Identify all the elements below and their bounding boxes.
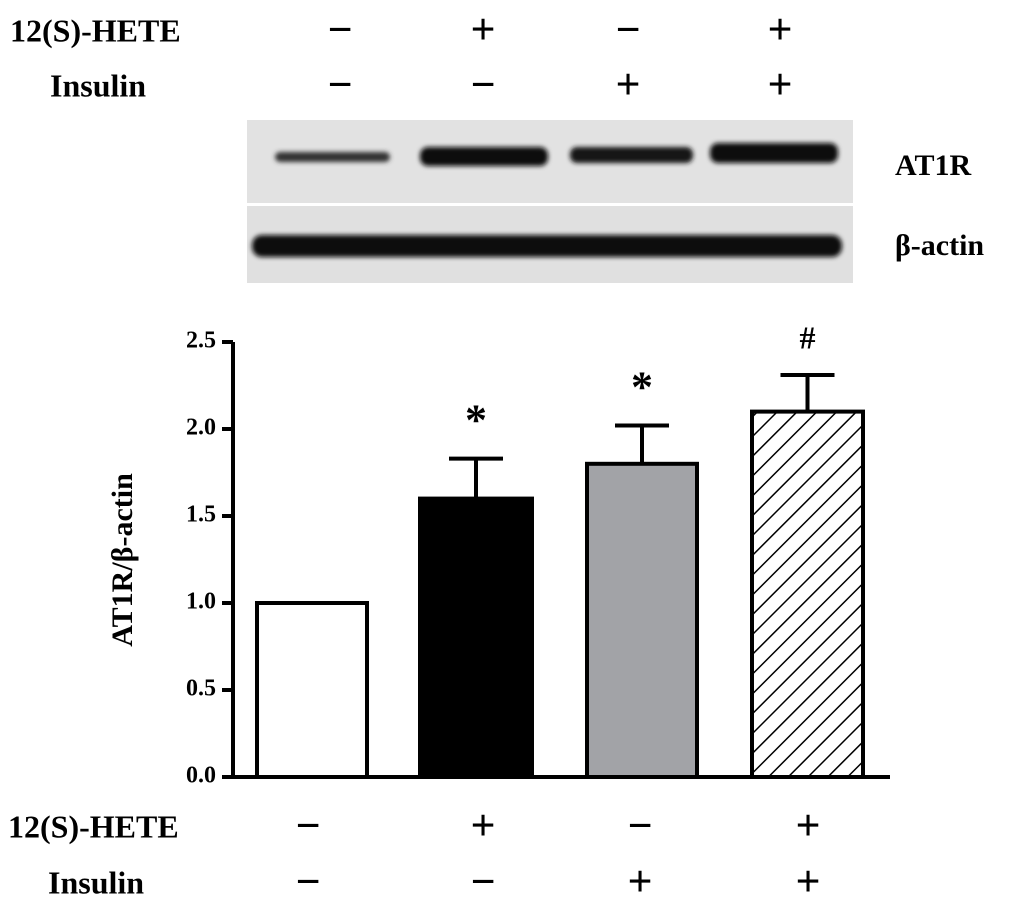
treatment-label: Insulin: [48, 864, 144, 900]
treatment-sign: +: [627, 857, 652, 906]
y-tick-label: 2.0: [186, 415, 216, 441]
treatment-label: 12(S)-HETE: [10, 12, 181, 48]
band: [275, 152, 390, 162]
treatment-sign: +: [795, 857, 820, 906]
treatment-sign: −: [327, 60, 352, 109]
treatment-sign: −: [627, 801, 652, 850]
bar: [418, 496, 534, 779]
error-bar: [449, 456, 503, 499]
significance-mark: *: [465, 396, 487, 445]
y-tick-label: 1.5: [186, 502, 216, 528]
band: [710, 143, 838, 163]
y-tick-label: 0.5: [186, 676, 216, 702]
band-label: AT1R: [895, 149, 971, 182]
treatment-sign: +: [767, 60, 792, 109]
band: [420, 147, 548, 166]
significance-mark: #: [800, 319, 816, 355]
y-axis-label: AT1R/β-actin: [106, 473, 139, 647]
y-tick-label: 1.0: [186, 589, 216, 615]
treatment-sign: −: [470, 857, 495, 906]
band: [252, 235, 842, 257]
treatment-sign: +: [470, 5, 495, 54]
treatment-sign: +: [470, 801, 495, 850]
treatment-sign: +: [615, 60, 640, 109]
y-tick-label: 2.5: [186, 328, 216, 354]
treatment-sign: −: [295, 801, 320, 850]
treatment-sign: +: [795, 801, 820, 850]
bar: [585, 461, 699, 779]
y-tick-label: 0.0: [186, 763, 216, 789]
significance-mark: *: [631, 363, 653, 412]
band: [570, 147, 693, 163]
bar: [255, 601, 369, 779]
treatment-sign: −: [615, 5, 640, 54]
treatment-label: Insulin: [50, 67, 146, 103]
blot: AT1R β-actin: [247, 120, 984, 283]
treatment-sign: −: [470, 60, 495, 109]
treatment-sign: −: [295, 857, 320, 906]
treatment-sign: +: [767, 5, 792, 54]
error-bar: [615, 423, 669, 464]
error-bar: [780, 373, 835, 412]
bar: [750, 409, 865, 779]
band-label: β-actin: [895, 229, 984, 262]
treatment-sign: −: [327, 5, 352, 54]
treatment-label: 12(S)-HETE: [8, 808, 179, 844]
